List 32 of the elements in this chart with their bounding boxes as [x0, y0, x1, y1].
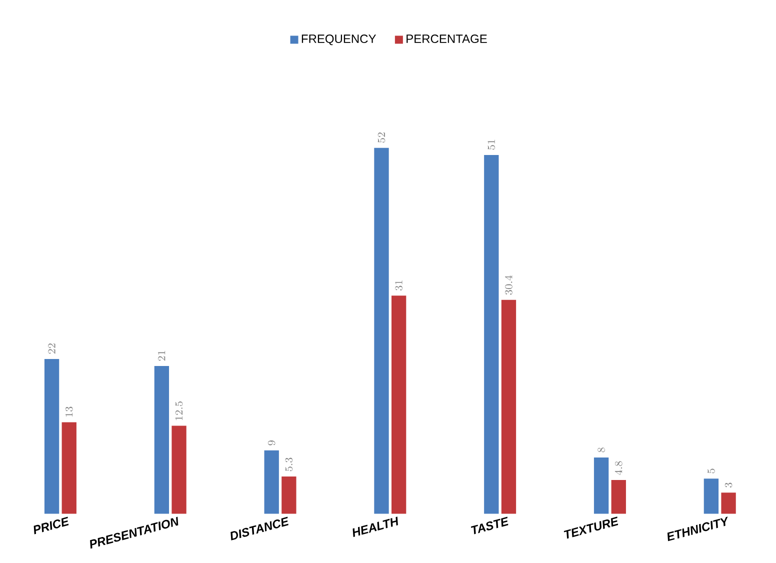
data-label: 51: [488, 140, 496, 150]
bar: [154, 366, 170, 514]
data-label: 4.8: [614, 461, 622, 475]
bar: [611, 480, 626, 514]
data-label: 9: [268, 440, 276, 446]
bar: [264, 450, 279, 514]
data-label: 52: [378, 132, 386, 143]
bar: [44, 358, 60, 514]
legend-label: PERCENTAGE: [406, 34, 487, 44]
data-label: 21: [158, 350, 166, 361]
bar: [62, 422, 76, 514]
data-label: 13: [65, 406, 73, 417]
data-label: 5: [708, 468, 715, 474]
data-label: 3: [724, 482, 732, 488]
data-label: 22: [48, 344, 56, 354]
data-label: 12.5: [175, 402, 183, 420]
bar: [172, 426, 186, 514]
data-label: 8: [598, 448, 605, 452]
bar: [501, 300, 516, 514]
x-tick-label: TASTE: [471, 516, 508, 534]
data-label: 5.3: [285, 458, 293, 472]
data-label: 30.4: [504, 275, 512, 295]
bar: [282, 476, 296, 514]
x-tick-label: PRICE: [34, 516, 69, 534]
bar: [594, 457, 609, 514]
legend-label: FREQUENCY: [302, 34, 376, 46]
bar: [721, 492, 736, 514]
bar: [484, 154, 499, 514]
bar: [391, 296, 406, 514]
data-label: 31: [395, 280, 402, 290]
bar: [374, 148, 389, 514]
bar: [704, 478, 719, 514]
